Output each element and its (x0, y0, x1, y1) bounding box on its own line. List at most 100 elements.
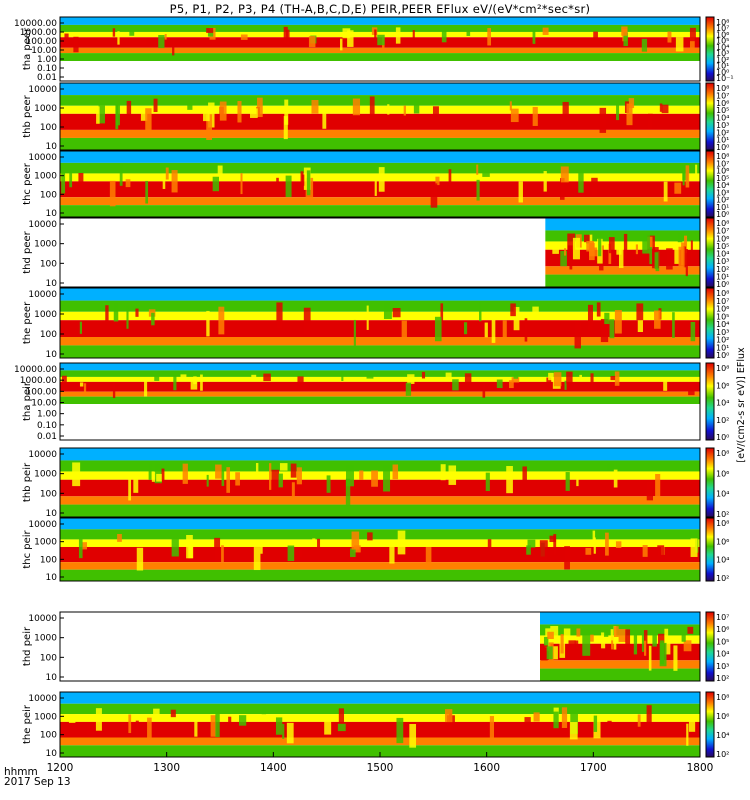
flux-stripe (170, 709, 176, 718)
flux-stripe (251, 374, 257, 380)
flux-stripe (95, 708, 102, 731)
colorbar-tick-label: 10¹ (716, 272, 729, 281)
flux-stripe (509, 101, 512, 111)
flux-stripe (312, 538, 316, 547)
flux-stripe (271, 469, 280, 496)
flux-stripe (136, 547, 144, 571)
chart-title: P5, P1, P2, P3, P4 (TH-A,B,C,D,E) PEIR,P… (169, 2, 591, 16)
panel-frame (59, 82, 701, 151)
ytick-label: 1000 (34, 172, 57, 182)
flux-stripe (117, 31, 120, 45)
flux-stripe (217, 165, 223, 175)
colorbar-tick-label: 10⁷ (716, 24, 729, 33)
flux-stripe (171, 537, 179, 557)
flux-stripe (350, 548, 356, 558)
flux-stripe (586, 240, 595, 252)
colorbar (705, 447, 715, 518)
flux-stripe (396, 717, 404, 744)
flux-stripe (133, 475, 139, 493)
flux-stripe (593, 537, 596, 554)
colorbar-tick-label: 10⁴ (716, 399, 729, 408)
colorbar (705, 82, 715, 151)
flux-stripe (359, 470, 364, 480)
flux-stripe (128, 476, 132, 501)
flux-stripe (578, 170, 584, 193)
flux-stripe (464, 373, 472, 387)
colorbar-tick-label: 10⁴ (716, 731, 729, 740)
flux-stripe (207, 30, 214, 37)
flux-stripe (425, 547, 432, 570)
energy-band (60, 129, 700, 138)
flux-stripe (112, 28, 116, 37)
flux-stripe (654, 252, 659, 270)
flux-stripe (527, 539, 536, 548)
flux-stripe (283, 116, 288, 140)
energy-band (540, 668, 700, 681)
colorbar-tick-label: 10⁴ (716, 556, 729, 565)
flux-stripe (135, 308, 139, 317)
flux-stripe (237, 101, 242, 123)
ytick-label: 1000 (34, 104, 57, 114)
energy-band (60, 448, 700, 461)
flux-stripe (153, 98, 158, 112)
energy-band (60, 381, 700, 392)
energy-band (60, 391, 700, 397)
flux-stripe (432, 106, 439, 115)
ytick-label: 100 (40, 489, 57, 499)
flux-stripe (522, 466, 527, 481)
energy-band (545, 266, 700, 275)
time-axis-label: hhmm (4, 766, 38, 778)
panel-ylabel: thb peir (22, 462, 33, 502)
xtick-label: 1300 (153, 762, 180, 774)
flux-stripe (235, 472, 240, 486)
flux-stripe (646, 482, 653, 501)
xtick-label: 1600 (473, 762, 500, 774)
flux-stripe (613, 626, 619, 637)
energy-band (60, 363, 700, 371)
panel-frame (59, 16, 701, 82)
flux-stripe (430, 183, 438, 208)
flux-stripe (484, 322, 488, 338)
panel-frame (59, 447, 701, 518)
flux-stripe (300, 171, 304, 183)
flux-stripe (409, 724, 417, 748)
colorbar-tick-label: 10⁷ (716, 227, 729, 236)
flux-stripe (652, 633, 657, 647)
colorbar-tick-label: 10⁴ (716, 43, 729, 52)
flux-stripe (186, 535, 193, 559)
flux-stripe (324, 718, 332, 735)
colorbar (705, 611, 715, 682)
ytick-label: 10 (46, 209, 58, 219)
colorbar-tick-label: 10⁵ (716, 242, 729, 251)
colorbar-tick-label: 10⁴ (716, 114, 729, 123)
flux-stripe (311, 99, 319, 114)
flux-stripe (613, 469, 618, 488)
flux-stripe (371, 470, 378, 487)
panel-tha-peir: tha peir10000.001000.00100.0010.001.000.… (14, 362, 729, 442)
flux-stripe (621, 26, 628, 36)
flux-stripe (584, 234, 590, 243)
colorbar-tick-label: 10⁴ (716, 181, 729, 190)
flux-stripe (284, 99, 289, 125)
flux-stripe (182, 463, 188, 484)
flux-stripe (637, 319, 643, 333)
flux-stripe (551, 646, 558, 660)
energy-band (60, 311, 700, 321)
colorbar-tick-label: 10² (716, 416, 729, 425)
flux-stripe (585, 547, 592, 555)
flux-stripe (405, 382, 412, 396)
flux-stripe (378, 167, 385, 192)
flux-stripe (625, 629, 631, 652)
flux-stripe (206, 114, 212, 140)
flux-stripe (687, 626, 694, 634)
flux-stripe (690, 321, 696, 342)
energy-band (60, 721, 700, 738)
colorbar-tick-label: 10³ (716, 328, 729, 337)
flux-stripe (392, 307, 401, 318)
colorbar-tick-label: 10⁸ (716, 364, 729, 373)
flux-stripe (648, 113, 653, 130)
flux-stripe (72, 462, 81, 487)
ytick-label: 10 (46, 509, 58, 519)
ytick-label: 0.01 (37, 73, 57, 83)
